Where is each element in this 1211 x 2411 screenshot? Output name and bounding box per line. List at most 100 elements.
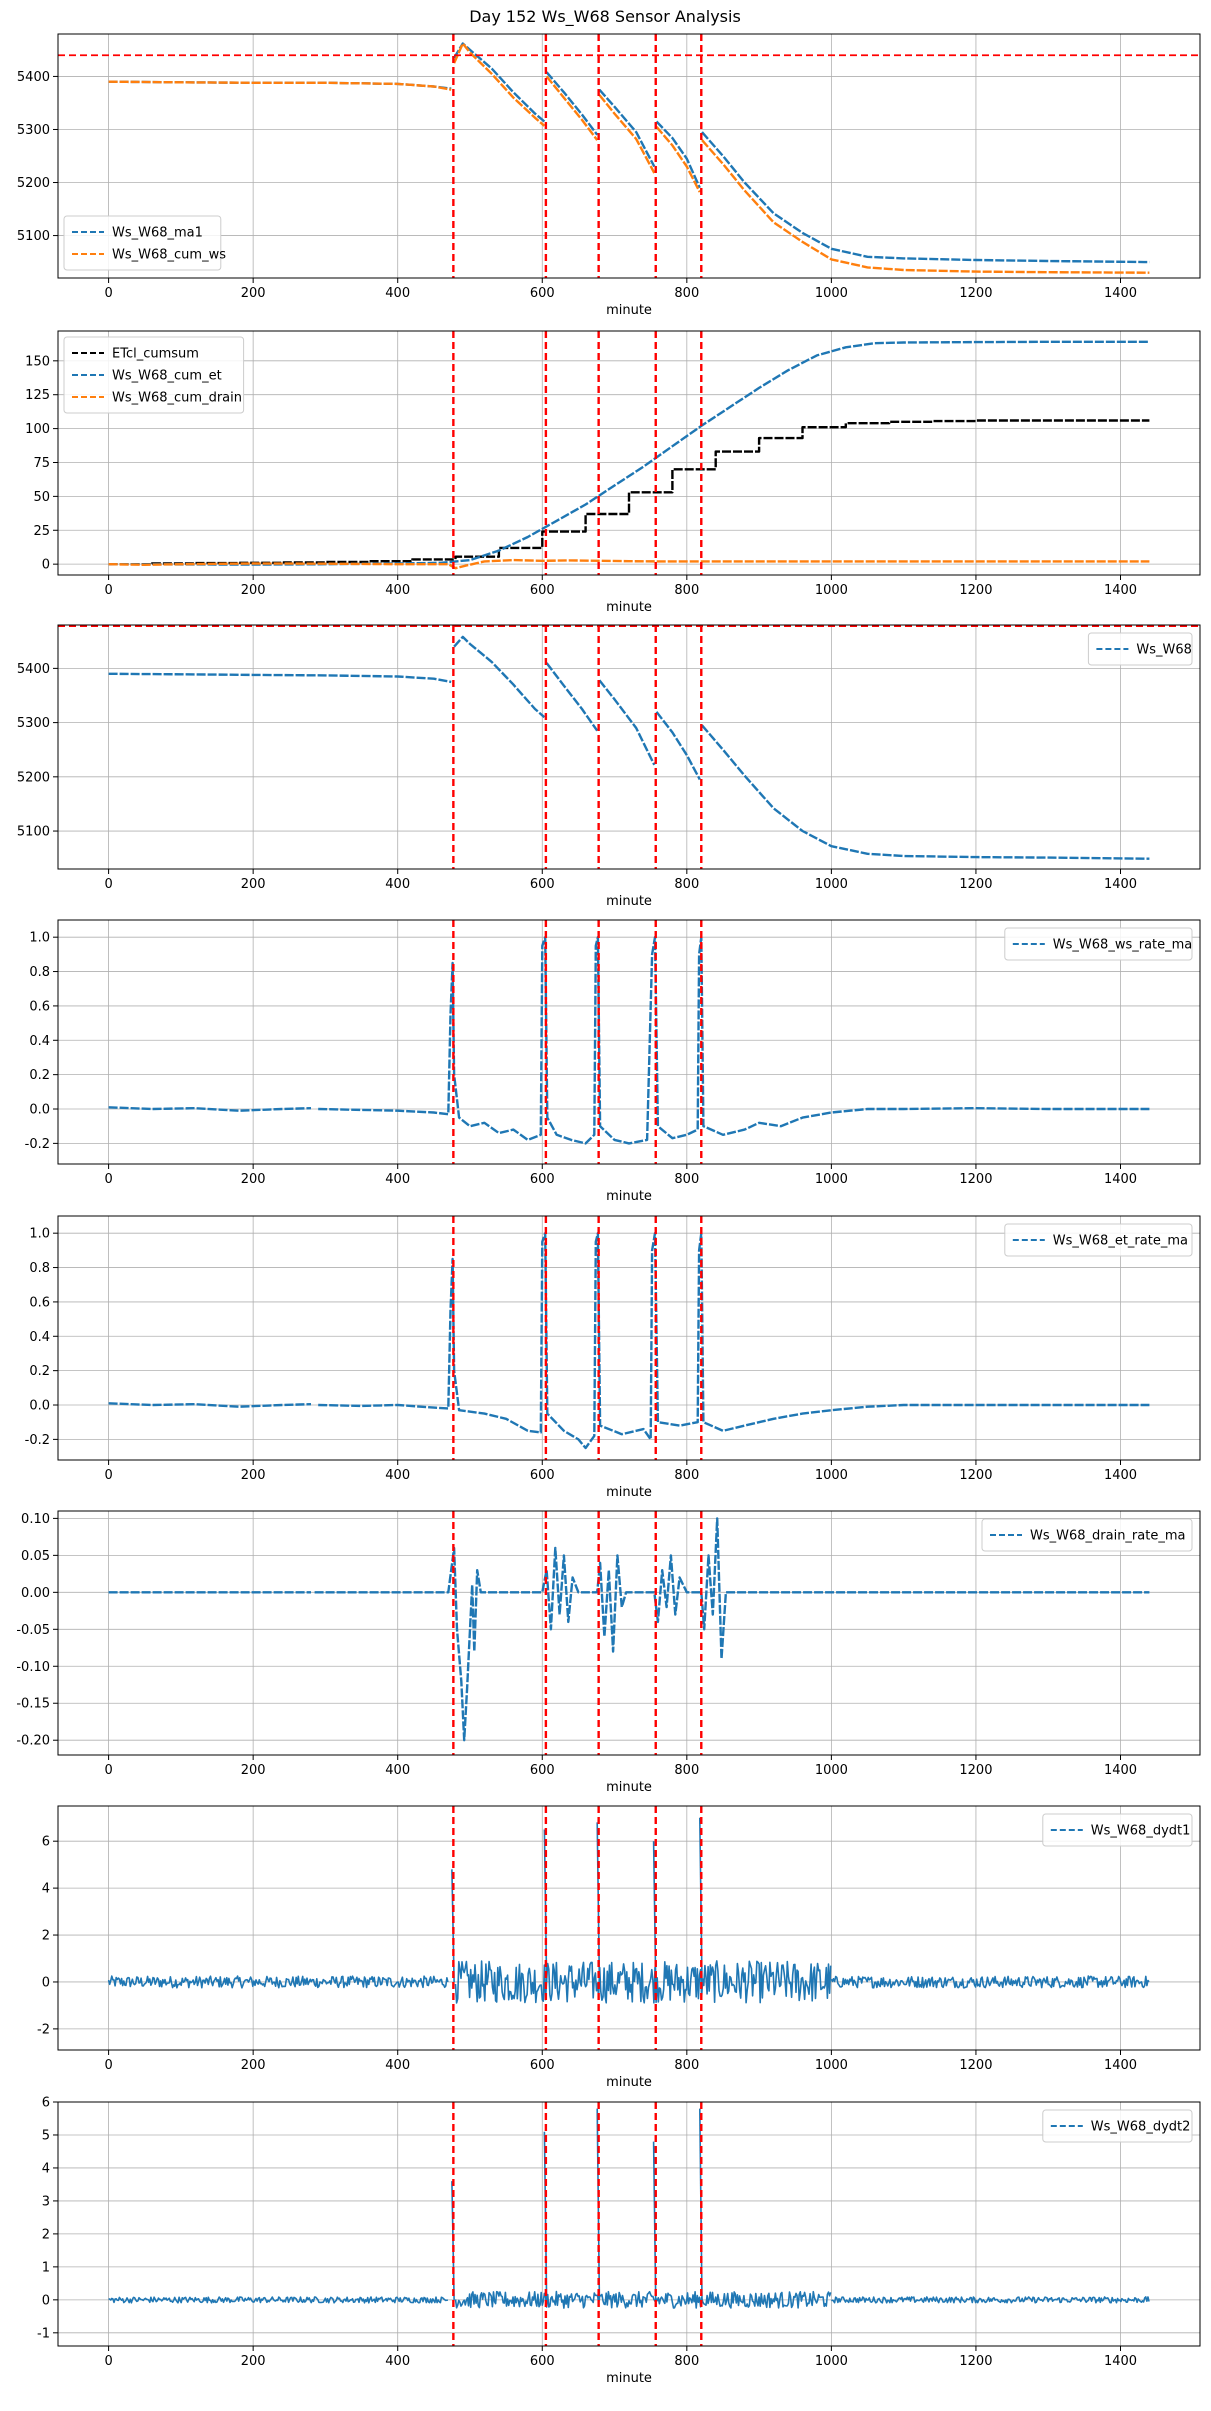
x-tick-label: 1000 (815, 583, 848, 598)
x-axis-label: minute (606, 894, 652, 909)
y-tick-label: 0.10 (21, 1512, 50, 1527)
x-tick-label: 200 (241, 583, 266, 598)
x-axis-label: minute (606, 1485, 652, 1500)
axes-frame (57, 1215, 1201, 1461)
series-line-Ws_W68_ma1 (701, 131, 1150, 264)
chart-panel-ws-rate: 0 200 400 600 800 1000 1200 1400 -0.2 0.0 0.2 0.4 0.… (25, 919, 1201, 1204)
y-tick-label: 150 (25, 354, 50, 369)
y-tick-label: 0.8 (29, 1261, 50, 1276)
plot-area (107, 1806, 1150, 2050)
x-tick-label: 600 (530, 286, 555, 301)
y-tick-label: 4 (42, 1882, 50, 1897)
x-tick-label: 1200 (959, 2354, 992, 2369)
x-tick-label: 600 (530, 2058, 555, 2073)
legend-label: Ws_W68_cum_et (112, 369, 222, 384)
axes-frame (57, 919, 1201, 1165)
y-tick-label: 5300 (17, 123, 50, 138)
x-axis-label: minute (606, 1780, 652, 1795)
legend: Ws_W68_ma1 Ws_W68_cum_ws (63, 215, 226, 271)
plot-area (58, 625, 1200, 869)
legend-box (63, 215, 222, 271)
y-tick-label: 0.0 (29, 1399, 50, 1414)
series-line-Ws_W68 (453, 635, 546, 719)
x-tick-label: 800 (674, 286, 699, 301)
series-line-Ws_W68 (545, 662, 599, 732)
x-axis-label: minute (606, 303, 652, 318)
x-tick-label: 1000 (815, 286, 848, 301)
x-tick-label: 1000 (815, 2058, 848, 2073)
y-tick-label: 6 (42, 1835, 50, 1850)
y-tick-label: -2 (37, 2022, 50, 2037)
plot-area (108, 2102, 1150, 2346)
x-tick-label: 1400 (1104, 1468, 1137, 1483)
x-tick-label: 200 (241, 1468, 266, 1483)
y-tick-label: 1.0 (29, 931, 50, 946)
figure-title: Day 152 Ws_W68 Sensor Analysis (469, 7, 741, 27)
y-tick-label: 1.0 (29, 1227, 50, 1242)
x-tick-label: 400 (385, 877, 410, 892)
x-tick-label: 600 (530, 877, 555, 892)
y-tick-label: 75 (33, 456, 50, 471)
x-tick-label: 0 (104, 2354, 112, 2369)
y-tick-label: 6 (42, 2096, 50, 2111)
x-tick-label: 1200 (959, 2058, 992, 2073)
y-tick-label: 0.0 (29, 1103, 50, 1118)
axes-frame (57, 33, 1201, 279)
series-line-Ws_W68_cum_ws (701, 139, 1150, 274)
legend-label: Ws_W68_ws_rate_ma (1053, 938, 1192, 953)
series-line-Ws_W68_dydt1 (107, 1975, 449, 1989)
y-tick-label: 5200 (17, 176, 50, 191)
x-tick-label: 800 (674, 877, 699, 892)
x-tick-label: 0 (104, 1763, 112, 1778)
legend-box (63, 336, 245, 414)
x-tick-label: 1200 (959, 583, 992, 598)
series-line-ETcl_cumsum (108, 419, 1150, 566)
y-tick-label: 5200 (17, 770, 50, 785)
x-tick-label: 1000 (815, 2354, 848, 2369)
x-tick-label: 1400 (1104, 583, 1137, 598)
y-tick-label: -0.15 (16, 1697, 50, 1712)
series-line-Ws_W68 (108, 672, 452, 684)
y-tick-label: 0.8 (29, 965, 50, 980)
y-tick-label: 0 (42, 558, 50, 573)
series-line-Ws_W68_et_rate_ma (318, 1232, 1150, 1450)
y-tick-label: 3 (42, 2194, 50, 2209)
chart-panel-cumsum: 0 200 400 600 800 1000 1200 1400 0 25 50 75 100 125 15… (25, 330, 1201, 615)
x-tick-label: 1000 (815, 1172, 848, 1187)
series-line-Ws_W68_ma1 (545, 71, 599, 136)
legend-box (1087, 632, 1193, 666)
series-line-Ws_W68_ma1 (598, 88, 656, 168)
x-tick-label: 200 (241, 2354, 266, 2369)
y-tick-label: 2 (42, 2227, 50, 2242)
series-line-Ws_W68_cum_et (108, 340, 1150, 566)
series-line-Ws_W68_dydt1 (596, 1822, 601, 1983)
x-tick-label: 1200 (959, 877, 992, 892)
series-line-Ws_W68_ma1 (453, 42, 546, 123)
y-tick-label: -0.05 (16, 1623, 50, 1638)
series-line-Ws_W68 (598, 679, 656, 766)
x-tick-label: 0 (104, 1172, 112, 1187)
y-tick-label: -1 (37, 2326, 50, 2341)
legend: Ws_W68_dydt2 (1042, 2109, 1193, 2143)
axes-frame (57, 624, 1201, 870)
x-tick-label: 800 (674, 1763, 699, 1778)
x-tick-label: 800 (674, 583, 699, 598)
x-axis-label: minute (606, 1189, 652, 1204)
y-tick-label: 0.2 (29, 1364, 50, 1379)
x-tick-label: 200 (241, 877, 266, 892)
y-tick-label: 100 (25, 422, 50, 437)
x-tick-label: 0 (104, 286, 112, 301)
y-tick-label: 4 (42, 2161, 50, 2176)
x-tick-label: 400 (385, 583, 410, 598)
series-line-Ws_W68_cum_ws (453, 42, 546, 127)
y-tick-label: 0 (42, 1975, 50, 1990)
x-tick-label: 200 (241, 286, 266, 301)
x-tick-label: 1000 (815, 877, 848, 892)
x-axis-label: minute (606, 2371, 652, 2386)
plot-area (108, 1511, 1150, 1755)
x-tick-label: 800 (674, 1468, 699, 1483)
x-tick-label: 400 (385, 1468, 410, 1483)
legend-label: Ws_W68_dydt2 (1091, 2120, 1191, 2135)
series-line-Ws_W68_cum_ws (655, 126, 701, 193)
